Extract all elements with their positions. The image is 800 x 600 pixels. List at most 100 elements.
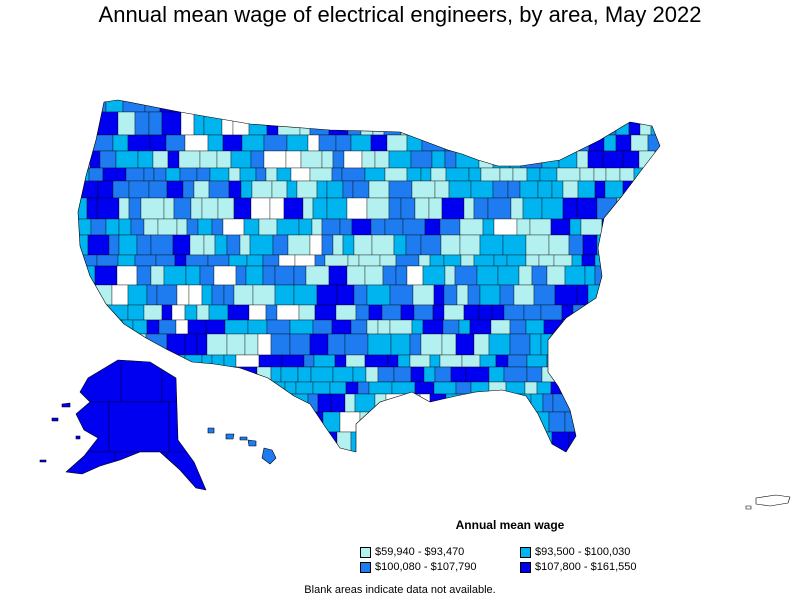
map-area — [618, 354, 641, 368]
map-area — [593, 411, 616, 433]
map-area — [476, 265, 499, 286]
map-area — [342, 180, 354, 199]
map-area — [445, 167, 470, 182]
map-area — [459, 234, 481, 256]
map-area — [546, 354, 562, 368]
map-area — [249, 234, 274, 256]
map-area — [364, 265, 384, 286]
map-area — [293, 284, 318, 306]
map-area — [321, 218, 341, 236]
map-area — [432, 304, 445, 321]
map-area — [78, 319, 89, 335]
map-area — [379, 254, 397, 267]
map-area — [635, 304, 647, 321]
hawaii-maui — [247, 439, 257, 447]
map-area — [402, 218, 426, 236]
map-area — [372, 431, 394, 452]
map-area — [328, 265, 348, 286]
map-area — [546, 453, 569, 467]
map-area — [554, 284, 578, 306]
map-area — [208, 304, 229, 321]
map-area — [397, 354, 411, 368]
map-area — [429, 254, 445, 267]
map-area — [644, 381, 656, 395]
map-area — [302, 453, 313, 467]
map-area — [456, 284, 469, 306]
map-area — [367, 333, 392, 356]
map-area — [78, 100, 94, 113]
map-area — [630, 333, 644, 356]
map-area — [193, 180, 210, 199]
map-area — [410, 366, 425, 383]
map-area — [185, 265, 201, 286]
map-area — [568, 234, 584, 256]
map-area — [458, 319, 471, 335]
map-area — [140, 197, 165, 220]
map-area — [334, 354, 347, 368]
map-area — [526, 167, 541, 182]
map-area — [377, 319, 391, 335]
map-area — [96, 197, 120, 220]
map-area — [418, 254, 431, 267]
map-area — [661, 266, 683, 285]
map-area — [66, 401, 110, 453]
map-area — [78, 197, 88, 220]
hawaii-kauai — [207, 427, 215, 434]
map-area — [280, 100, 294, 113]
map-area — [592, 366, 611, 383]
map-area — [407, 453, 427, 467]
map-area — [269, 197, 285, 220]
map-area — [596, 234, 615, 256]
map-area — [166, 180, 184, 199]
map-area — [343, 150, 363, 169]
map-area — [78, 284, 90, 306]
map-area — [430, 167, 447, 182]
map-area — [149, 134, 167, 152]
map-area — [654, 381, 660, 395]
map-area — [493, 254, 508, 267]
map-area — [427, 453, 442, 467]
map-area — [332, 234, 344, 256]
map-area — [393, 366, 412, 383]
map-area — [411, 180, 436, 199]
map-area — [185, 254, 209, 267]
map-area — [346, 265, 366, 286]
map-area — [197, 218, 213, 236]
map-area — [530, 393, 544, 413]
map-area — [650, 111, 660, 136]
map-area — [524, 111, 541, 136]
map-area — [189, 234, 205, 256]
map-area — [390, 333, 411, 356]
map-area — [630, 366, 644, 383]
map-area — [518, 265, 533, 286]
map-area — [137, 150, 154, 169]
map-area — [461, 354, 481, 368]
map-area — [312, 381, 331, 395]
map-area — [540, 304, 563, 321]
map-area — [654, 319, 660, 335]
map-area — [211, 284, 225, 306]
map-area — [389, 453, 407, 467]
map-area — [484, 453, 505, 467]
map-area — [546, 265, 566, 286]
map-area — [345, 100, 360, 113]
map-area — [266, 111, 279, 136]
puerto-rico-islet — [745, 505, 752, 510]
map-area — [654, 150, 660, 169]
map-area — [146, 319, 160, 335]
map-area — [478, 150, 494, 169]
map-area — [366, 319, 379, 335]
map-area — [619, 284, 638, 306]
map-area — [512, 411, 536, 433]
map-area — [294, 254, 316, 267]
map-area — [556, 167, 581, 182]
map-area — [479, 284, 501, 306]
map-area — [450, 366, 467, 383]
map-area — [640, 431, 660, 452]
map-area — [332, 150, 345, 169]
map-area — [485, 134, 497, 152]
map-area — [423, 366, 436, 383]
map-area — [537, 180, 553, 199]
map-area — [456, 134, 470, 152]
map-area — [635, 180, 650, 199]
